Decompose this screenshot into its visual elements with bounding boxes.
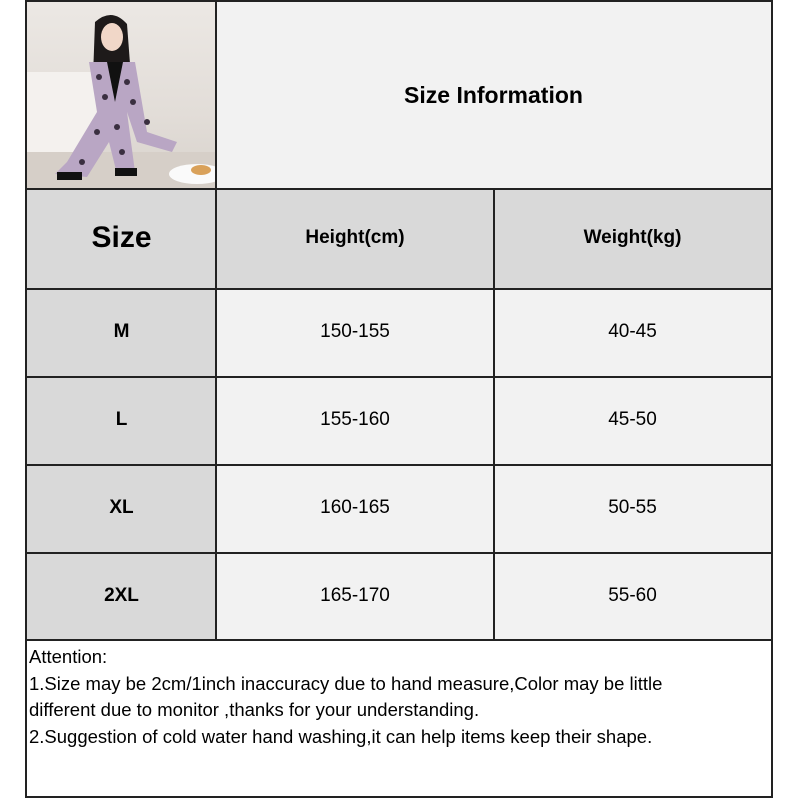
height-value: 160-165 xyxy=(320,497,390,518)
page-title: Size Information xyxy=(404,81,583,108)
divider xyxy=(27,639,771,641)
divider xyxy=(27,288,771,290)
attention-line: 2.Suggestion of cold water hand washing,… xyxy=(29,725,653,747)
table-row-size: 2XL xyxy=(27,552,216,640)
height-value: 155-160 xyxy=(320,409,390,430)
table-row-height: 165-170 xyxy=(216,552,494,640)
header-weight-label: Weight(kg) xyxy=(583,227,682,248)
table-row-weight: 40-45 xyxy=(494,288,771,376)
divider xyxy=(27,188,771,190)
table-row-weight: 55-60 xyxy=(494,552,771,640)
header-weight: Weight(kg) xyxy=(494,188,771,288)
weight-value: 45-50 xyxy=(608,409,657,430)
header-height: Height(cm) xyxy=(216,188,494,288)
divider xyxy=(215,2,217,640)
table-row-size: XL xyxy=(27,464,216,552)
title-cell: Size Information xyxy=(216,2,771,188)
weight-value: 55-60 xyxy=(608,585,657,606)
size-value: M xyxy=(113,321,130,342)
table-row-weight: 50-55 xyxy=(494,464,771,552)
table-row-height: 150-155 xyxy=(216,288,494,376)
size-chart: Size Information Size Height(cm) Weight(… xyxy=(25,0,773,798)
divider xyxy=(493,188,495,640)
divider xyxy=(27,552,771,554)
table-row-weight: 45-50 xyxy=(494,376,771,464)
table-row-height: 155-160 xyxy=(216,376,494,464)
weight-value: 50-55 xyxy=(608,497,657,518)
size-value: XL xyxy=(109,497,134,518)
height-value: 165-170 xyxy=(320,585,390,606)
attention-line: 1.Size may be 2cm/1inch inaccuracy due t… xyxy=(29,672,663,694)
attention-heading: Attention: xyxy=(29,646,108,667)
divider xyxy=(27,376,771,378)
header-height-label: Height(cm) xyxy=(305,227,405,248)
size-value: 2XL xyxy=(104,585,139,606)
size-value: L xyxy=(115,409,128,430)
weight-value: 40-45 xyxy=(608,321,657,342)
attention-line: different due to monitor ,thanks for you… xyxy=(29,699,480,720)
table-row-size: M xyxy=(27,288,216,376)
table-row-height: 160-165 xyxy=(216,464,494,552)
header-size: Size xyxy=(27,188,216,288)
product-photo xyxy=(27,2,216,188)
table-row-size: L xyxy=(27,376,216,464)
attention-notes: Attention: 1.Size may be 2cm/1inch inacc… xyxy=(29,644,769,750)
header-size-label: Size xyxy=(91,221,152,254)
height-value: 150-155 xyxy=(320,321,390,342)
divider xyxy=(27,464,771,466)
